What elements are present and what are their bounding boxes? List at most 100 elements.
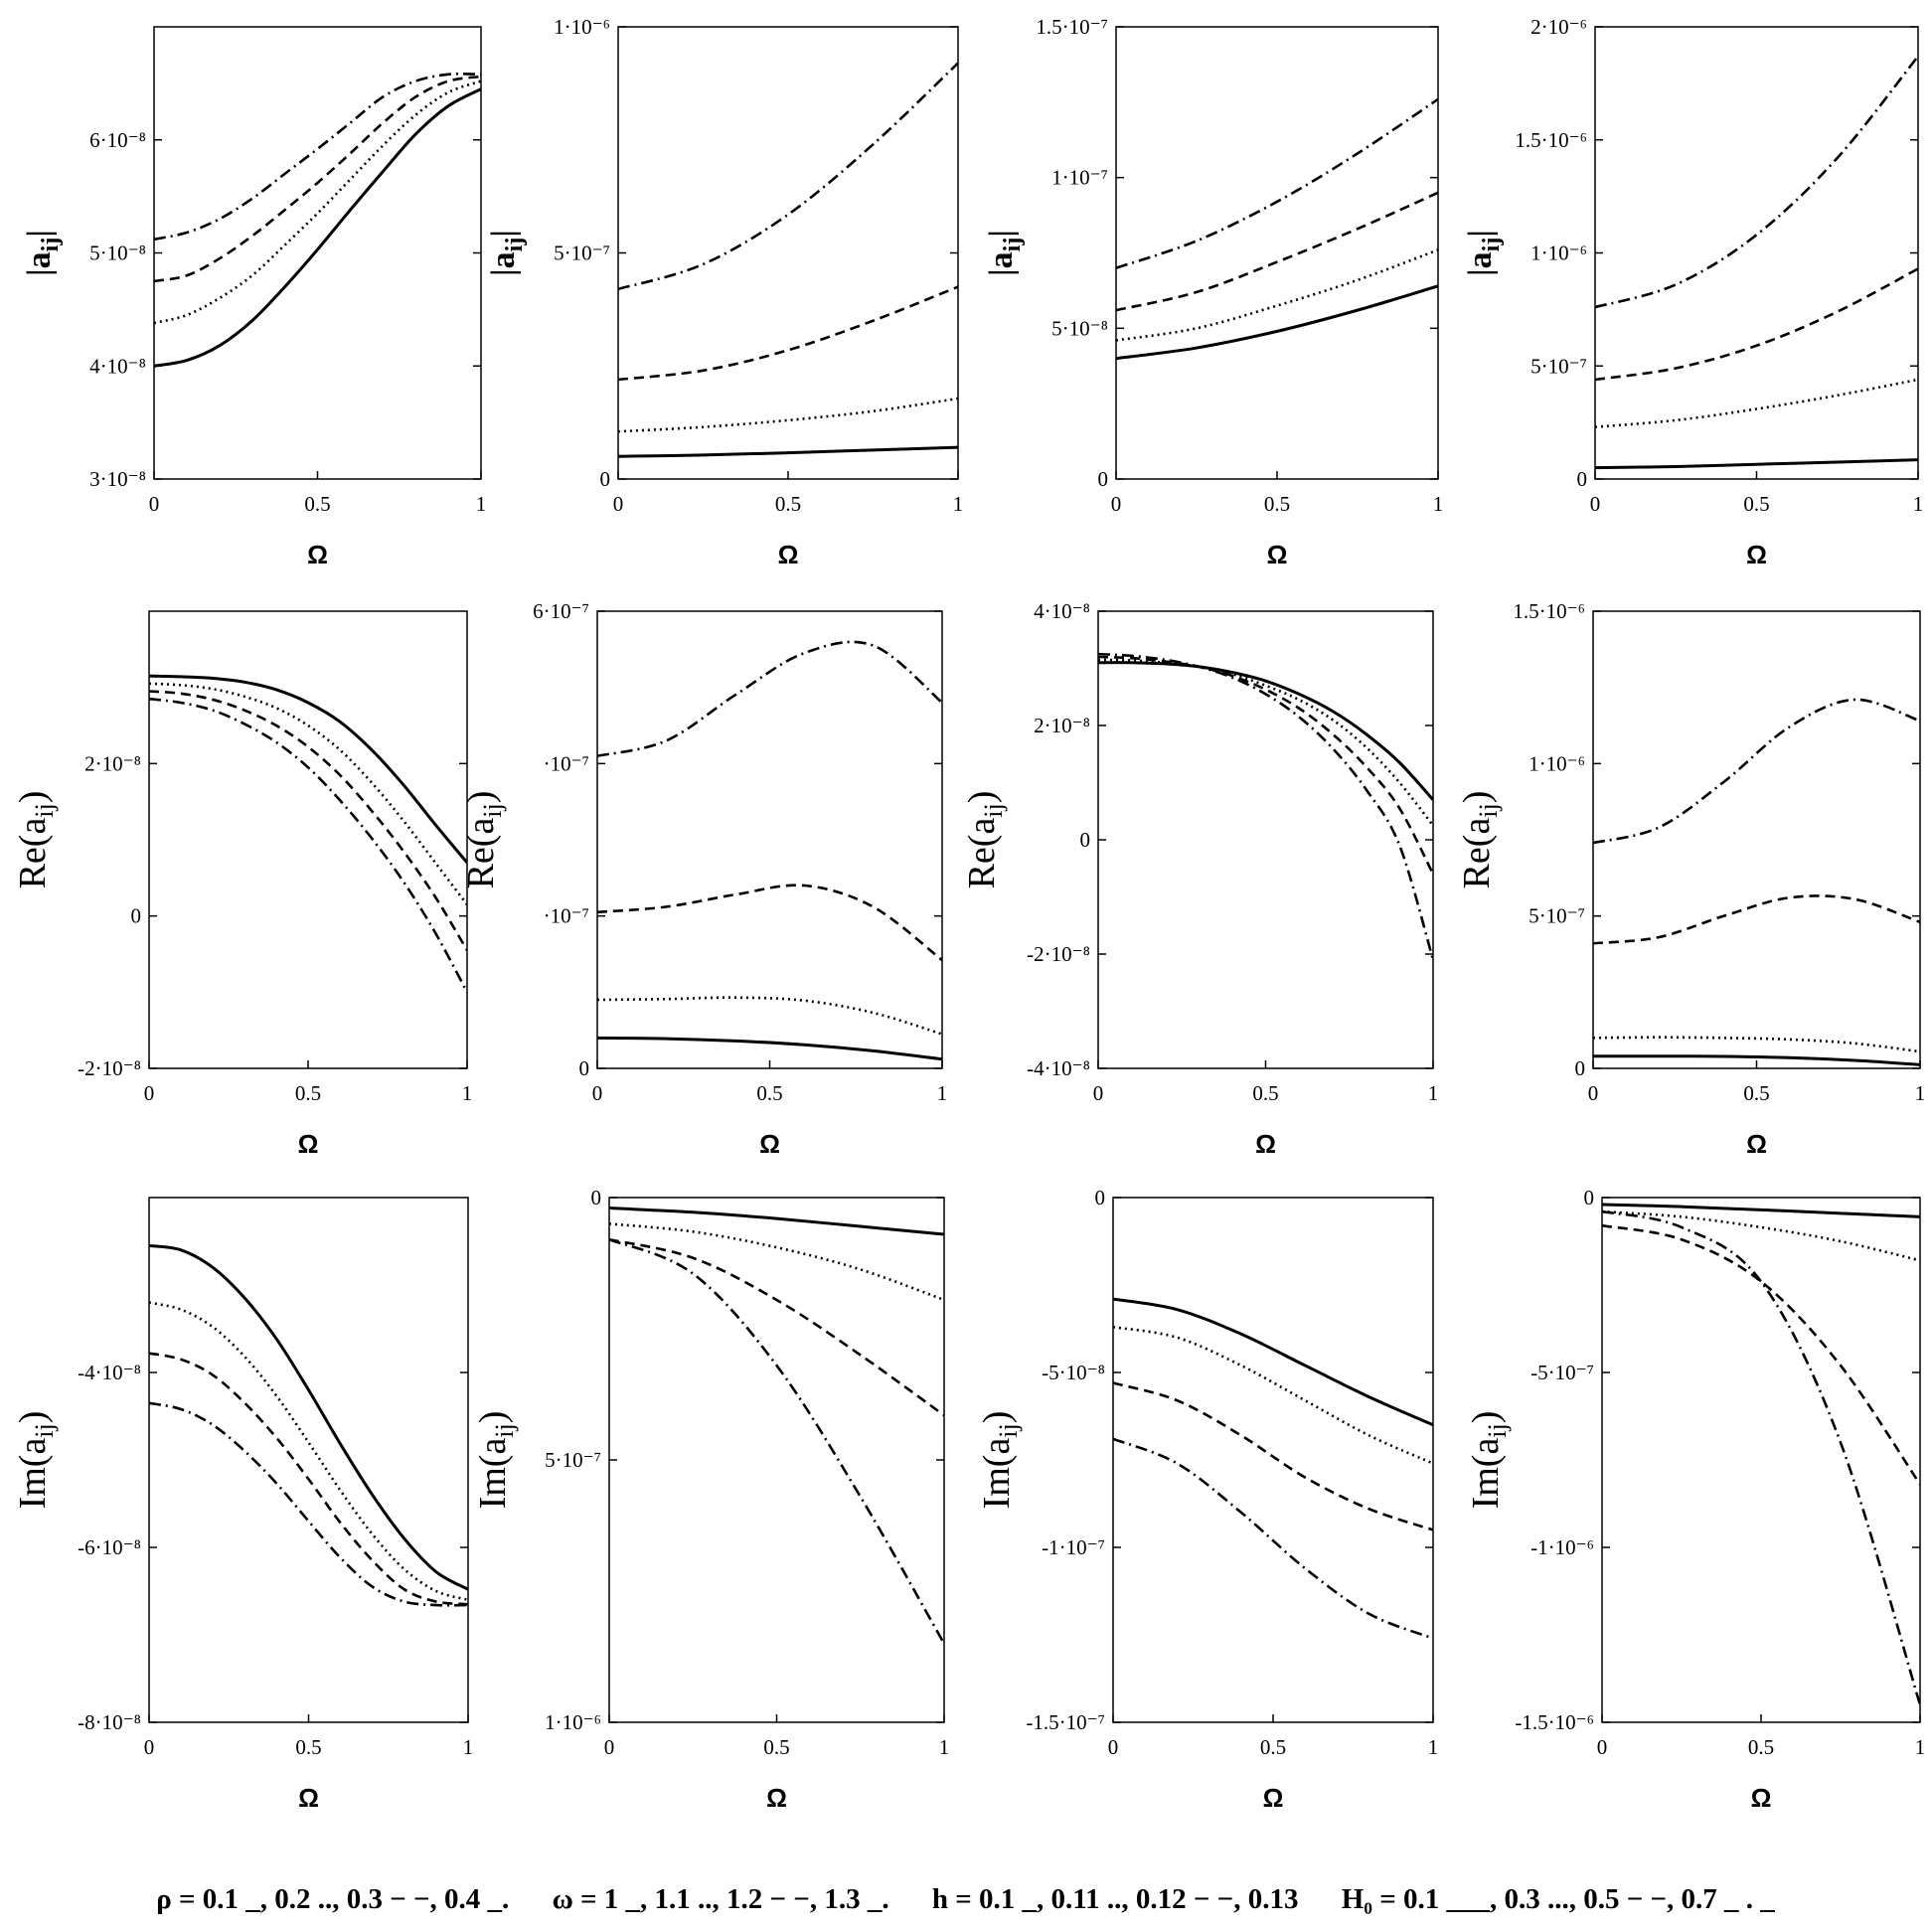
x-tick-label: 1 [1915, 1081, 1926, 1105]
series-line-solid [618, 445, 958, 458]
x-tick-label: 0.5 [763, 1735, 789, 1759]
y-tick-label: 2·10⁻⁶ [1530, 15, 1587, 39]
x-tick-label: 1 [1428, 1081, 1439, 1105]
y-tick-label: 0 [1095, 1186, 1106, 1209]
y-tick-label: 0 [1584, 1186, 1595, 1209]
x-tick-label: 1 [1428, 1735, 1439, 1759]
panel-12: -1.5·10⁻⁶ -1·10⁻⁶ -5·10⁻⁷ 0 0 0.5 1 Ω Im(aij) [1465, 1186, 1925, 1813]
series-line-solid [149, 674, 467, 864]
series-line-dash-dot [609, 1238, 944, 1645]
x-tick-label: 0 [592, 1081, 603, 1105]
series-line-solid [154, 87, 481, 368]
y-axis-title: |aij| [485, 230, 528, 276]
panel-10: 1·10⁻⁶ 5·10⁻⁷ 0 0 0.5 1 Ω Im(aij) [472, 1186, 949, 1813]
figure-caption: ρ = 0.1 _, 0.2 .., 0.3 − −, 0.4 _. ω = 1… [0, 1883, 1931, 1927]
series-line-solid [597, 1036, 942, 1061]
plot-frame [1112, 1197, 1434, 1723]
series-line-dash-dot [1113, 1437, 1433, 1640]
y-tick-label: 6·10⁻⁸ [89, 128, 146, 152]
series-line-dashed [597, 884, 942, 962]
series-line-dashed [1113, 1381, 1433, 1531]
x-axis-title: Ω [766, 1783, 787, 1813]
x-tick-label: 1 [1913, 492, 1924, 516]
series-line-dotted [618, 397, 958, 433]
x-tick-label: 0 [1590, 492, 1601, 516]
x-tick-label: 1 [463, 1735, 474, 1759]
plot-frame [1592, 610, 1921, 1069]
x-tick-label: 0 [604, 1735, 615, 1759]
x-axis-title: Ω [298, 1129, 319, 1159]
series-line-solid [1593, 1054, 1920, 1066]
x-tick-label: 0.5 [295, 1081, 321, 1105]
x-tick-label: 0 [1108, 1735, 1119, 1759]
series-line-dashed [1593, 894, 1920, 945]
x-tick-label: 1 [1915, 1735, 1926, 1759]
series-line-dotted [1593, 1036, 1920, 1053]
y-axis-title: Re(aij) [1456, 791, 1503, 889]
x-tick-label: 0.5 [295, 1735, 321, 1759]
caption-h: h = 0.1 _, 0.11 .., 0.12 − −, 0.13 [931, 1883, 1299, 1915]
x-tick-label: 0.5 [756, 1081, 782, 1105]
y-tick-label: 0 [600, 467, 611, 491]
x-tick-label: 0.5 [775, 492, 801, 516]
y-tick-label: 0 [591, 1186, 602, 1209]
y-tick-label: 1.5·10⁻⁷ [1036, 15, 1108, 39]
x-axis-title: Ω [1746, 1129, 1767, 1159]
x-tick-label: 0.5 [1748, 1735, 1774, 1759]
x-axis-title: Ω [1255, 1129, 1276, 1159]
panel-11: -1.5·10⁻⁷ -1·10⁻⁷ -5·10⁻⁸ 0 0 0.5 1 Ω Im(aij) [976, 1186, 1438, 1813]
x-tick-label: 1 [937, 1081, 948, 1105]
y-tick-label: 3·10⁻⁸ [89, 467, 146, 491]
panel-4: 0 5·10⁻⁷ 1·10⁻⁶ 1.5·10⁻⁶ 2·10⁻⁶ 0 0.5 1 Ω |aij| [1462, 15, 1923, 569]
y-tick-label: 0 [1577, 467, 1588, 491]
series-line-dash-dot [1116, 97, 1438, 269]
series-line-dashed [609, 1237, 944, 1417]
y-tick-label: 1·10⁻⁶ [1530, 242, 1587, 265]
series-line-dash-dot [149, 697, 467, 993]
plot-frame [148, 1197, 469, 1723]
y-axis-title: Re(aij) [12, 791, 59, 889]
plot-frame [153, 26, 482, 480]
x-tick-label: 1 [939, 1735, 950, 1759]
series-line-dotted [1113, 1325, 1433, 1465]
y-tick-label: -1.5·10⁻⁷ [1026, 1710, 1105, 1734]
y-tick-label: 5·10⁻⁷ [554, 242, 610, 265]
x-tick-label: 0 [1588, 1081, 1599, 1105]
y-tick-label: -5·10⁻⁸ [1042, 1361, 1105, 1384]
x-tick-label: 0.5 [1252, 1081, 1278, 1105]
y-tick-label: 0 [1098, 467, 1109, 491]
y-tick-label: -5·10⁻⁷ [1530, 1361, 1594, 1384]
series-line-dash-dot [1098, 652, 1433, 961]
y-tick-label: 5·10⁻⁷ [1530, 354, 1587, 378]
y-tick-label: -1·10⁻⁶ [1530, 1535, 1594, 1559]
y-tick-label: 4·10⁻⁸ [89, 354, 146, 378]
series-line-solid [1113, 1297, 1433, 1427]
y-tick-label: 6·10⁻⁷ [533, 599, 589, 623]
series-line-dotted [1098, 658, 1433, 827]
x-axis-title: Ω [778, 540, 799, 569]
y-axis-title: Re(aij) [961, 791, 1008, 889]
plot-frame [148, 610, 468, 1069]
series-line-dashed [1098, 655, 1433, 876]
y-tick-label: 5·10⁻⁷ [545, 1448, 601, 1472]
y-tick-label: -4·10⁻⁸ [1027, 1056, 1090, 1080]
x-axis-title: Ω [1751, 1783, 1772, 1813]
y-tick-label: 1.5·10⁻⁶ [1513, 599, 1585, 623]
y-tick-label: 0 [1575, 1056, 1586, 1080]
x-tick-label: 0 [149, 492, 160, 516]
series-line-dotted [149, 682, 467, 905]
series-line-dotted [1116, 248, 1438, 342]
y-axis-title: Im(aij) [12, 1411, 59, 1510]
x-tick-label: 0.5 [304, 492, 330, 516]
x-tick-label: 0.5 [1743, 1081, 1769, 1105]
panel-7: -4·10⁻⁸ -2·10⁻⁸ 0 2·10⁻⁸ 4·10⁻⁸ 0 0.5 1 Ω Re(aij) [961, 599, 1438, 1159]
x-tick-label: 0.5 [1743, 492, 1769, 516]
x-axis-title: Ω [759, 1129, 780, 1159]
series-line-solid [609, 1207, 944, 1236]
series-line-dash-dot [1593, 698, 1920, 845]
x-tick-label: 1 [953, 492, 964, 516]
x-tick-label: 0 [144, 1735, 155, 1759]
y-axis-title: Im(aij) [1465, 1411, 1512, 1510]
series-line-dashed [149, 1352, 468, 1606]
